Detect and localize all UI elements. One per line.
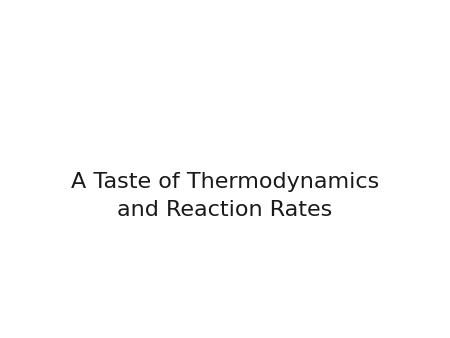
Text: A Taste of Thermodynamics
and Reaction Rates: A Taste of Thermodynamics and Reaction R… — [71, 172, 379, 220]
